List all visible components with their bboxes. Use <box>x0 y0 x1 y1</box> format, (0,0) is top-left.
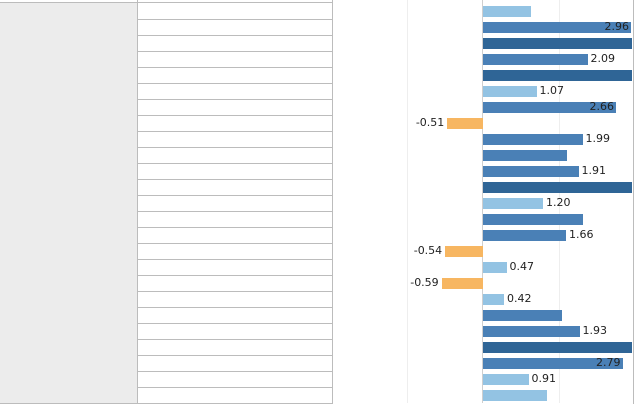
row-divider <box>137 323 332 324</box>
group-cell <box>0 307 137 403</box>
zero-axis-line <box>482 0 483 403</box>
bar <box>483 213 583 225</box>
bar-value-label: -0.59 <box>410 276 439 289</box>
bar-value-label: 0.42 <box>507 292 532 305</box>
bar <box>483 293 504 305</box>
bar-value-label: 2.79 <box>596 356 621 369</box>
row-divider <box>137 259 332 260</box>
bar <box>483 53 588 65</box>
group-cell <box>0 211 137 307</box>
column-divider <box>332 0 333 404</box>
bar-value-label: -0.54 <box>413 244 443 257</box>
gridline <box>407 0 408 403</box>
bar <box>483 357 623 369</box>
bar-value-label: 2.09 <box>590 52 616 65</box>
bar-value-label: 2.96 <box>604 20 630 33</box>
bar-value-label: 0.91 <box>531 372 557 385</box>
bar <box>447 117 483 129</box>
row-divider <box>137 67 332 68</box>
bar <box>483 341 632 353</box>
column-divider <box>137 0 138 404</box>
bar-value-label: 1.93 <box>582 324 608 337</box>
bar-value-label: 1.99 <box>585 132 611 145</box>
bar-value-label: 0.47 <box>509 260 535 273</box>
bar <box>483 21 631 33</box>
bar <box>483 133 583 145</box>
group-divider <box>0 211 332 212</box>
bar <box>483 101 616 113</box>
bar-value-label: 1.66 <box>569 228 594 241</box>
bar <box>441 277 483 289</box>
row-divider <box>137 83 332 84</box>
bar <box>483 69 632 81</box>
row-divider <box>137 195 332 196</box>
row-divider <box>137 371 332 372</box>
row-divider <box>137 115 332 116</box>
group-cell <box>0 131 137 211</box>
top-border <box>0 2 332 3</box>
bar-value-label: 1.20 <box>546 196 571 209</box>
row-divider <box>137 355 332 356</box>
bar-value-label: 2.66 <box>589 100 615 113</box>
bar-value-label: 1.07 <box>539 84 565 97</box>
row-divider <box>137 147 332 148</box>
row-divider <box>137 291 332 292</box>
bar <box>483 197 543 209</box>
row-divider <box>137 99 332 100</box>
bar <box>483 149 567 161</box>
group-cell <box>0 3 137 131</box>
bar <box>483 181 632 193</box>
row-divider <box>137 51 332 52</box>
bar <box>483 85 537 97</box>
row-divider <box>137 387 332 388</box>
bar <box>483 389 547 401</box>
bar <box>483 229 566 241</box>
group-divider <box>0 307 332 308</box>
bar <box>445 245 483 257</box>
bar <box>483 261 507 273</box>
row-divider <box>137 163 332 164</box>
bar-value-label: -0.51 <box>415 116 445 129</box>
row-divider <box>137 179 332 180</box>
bar <box>483 37 632 49</box>
bar <box>483 309 562 321</box>
row-divider <box>137 19 332 20</box>
bar-value-label: 1.91 <box>581 164 607 177</box>
row-divider <box>137 275 332 276</box>
gridline <box>559 0 560 403</box>
group-divider <box>0 131 332 132</box>
row-divider <box>137 35 332 36</box>
row-divider <box>137 243 332 244</box>
bar <box>483 325 580 337</box>
row-divider <box>137 227 332 228</box>
bar <box>483 373 529 385</box>
bar <box>483 5 531 17</box>
bar <box>483 165 579 177</box>
row-divider <box>137 339 332 340</box>
